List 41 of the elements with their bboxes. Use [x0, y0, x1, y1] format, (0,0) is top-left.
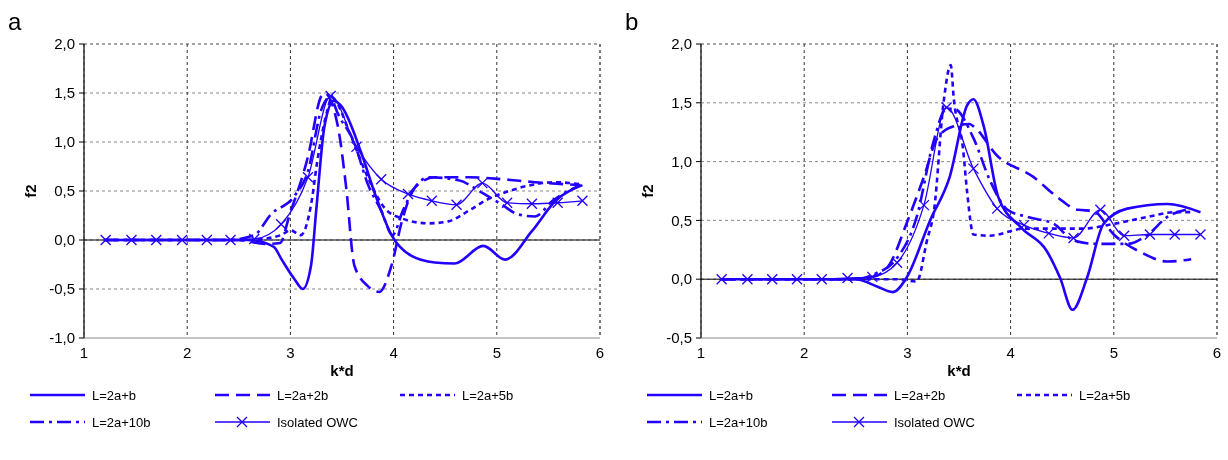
x-tick-label: 3	[286, 344, 295, 361]
x-tick-label: 4	[389, 344, 398, 361]
legend-label: L=2a+5b	[1079, 387, 1131, 403]
x-tick-label: 2	[800, 344, 809, 361]
legend-label: L=2a+b	[709, 387, 754, 403]
legend-label: Isolated OWC	[894, 414, 975, 430]
legend-label: Isolated OWC	[277, 414, 358, 430]
y-tick-label: 0,0	[671, 270, 692, 288]
x-axis-title: k*d	[947, 362, 971, 379]
y-tick-label: 1,5	[671, 94, 692, 112]
x-tick-label: 1	[696, 344, 706, 361]
x-tick-label: 6	[1212, 344, 1222, 361]
x-tick-label: 6	[595, 344, 605, 361]
y-axis-title: f2	[639, 184, 656, 198]
y-tick-label: 0,5	[671, 211, 692, 229]
y-tick-label: -0,5	[49, 280, 75, 298]
x-tick-label: 5	[492, 344, 501, 361]
chart-title: b	[625, 8, 639, 35]
y-tick-label: 1,5	[54, 84, 75, 102]
x-axis-title: k*d	[330, 362, 354, 379]
y-tick-label: -1,0	[49, 329, 75, 347]
y-tick-label: -0,5	[666, 329, 692, 347]
y-tick-label: 1,0	[54, 133, 75, 151]
y-axis-title: f2	[22, 184, 39, 198]
x-tick-label: 2	[183, 344, 192, 361]
x-tick-label: 5	[1109, 344, 1118, 361]
legend-label: L=2a+10b	[709, 414, 768, 430]
y-tick-label: 0,5	[54, 182, 75, 200]
y-tick-label: 2,0	[54, 35, 75, 53]
y-tick-label: 0,0	[54, 231, 75, 249]
x-tick-label: 4	[1006, 344, 1015, 361]
legend-label: L=2a+10b	[92, 414, 151, 430]
legend-label: L=2a+2b	[277, 387, 329, 403]
chart-title: a	[8, 8, 22, 35]
legend-label: L=2a+5b	[462, 387, 514, 403]
x-tick-label: 3	[903, 344, 912, 361]
y-tick-label: 2,0	[671, 35, 692, 53]
x-tick-label: 1	[79, 344, 89, 361]
legend-label: L=2a+2b	[894, 387, 946, 403]
legend-label: L=2a+b	[92, 387, 137, 403]
y-tick-label: 1,0	[671, 152, 692, 170]
